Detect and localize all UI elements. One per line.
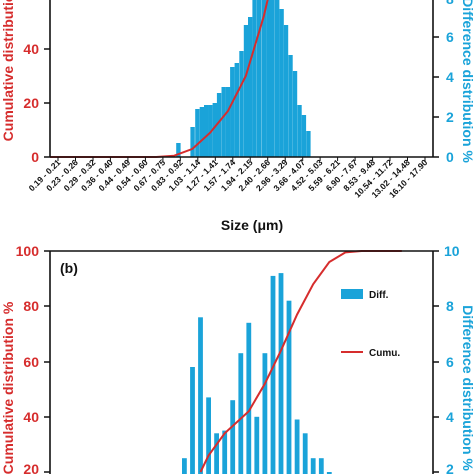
panel-b-bar <box>246 322 252 474</box>
panel-a-bar <box>270 0 275 157</box>
panel-a-bar <box>204 105 209 157</box>
panel-a-bar <box>288 55 293 157</box>
panel-a-bar <box>216 93 222 157</box>
panel-b-bar <box>310 458 316 474</box>
panel-b-bar <box>182 458 187 474</box>
panel-b-bar <box>318 458 324 474</box>
panel-a-bar <box>252 0 257 157</box>
panel-b-left-tick: 20 <box>23 461 39 474</box>
panel-b-bar <box>214 433 219 474</box>
panel-a-bar <box>199 107 205 157</box>
panel-a-bar <box>190 127 195 157</box>
panel-b-bar <box>206 397 211 474</box>
panel-a-bar <box>306 131 311 157</box>
panel-b-bar <box>270 275 276 474</box>
panel-a-bar <box>230 67 235 157</box>
legend-diff-label: Diff. <box>369 290 389 301</box>
panel-b-bar <box>254 416 260 474</box>
panel-a-bar <box>239 51 244 157</box>
panel-a-cumulative-line <box>50 0 269 158</box>
panel-a-bar <box>243 25 249 157</box>
panel-b-bar <box>286 300 292 474</box>
panel-b-bar <box>222 430 228 474</box>
panel-a-bar <box>283 25 289 157</box>
panel-a-bar <box>221 87 226 157</box>
panel-a-bar <box>212 103 217 157</box>
panel-b-cumulative-line <box>199 250 402 473</box>
panel-a-x-tick-labels: 0.19 - 0.210.23 - 0.260.29 - 0.320.36 - … <box>27 157 430 200</box>
panel-a-bar <box>225 87 231 157</box>
panel-b-bar <box>198 317 203 474</box>
panel-b-bar <box>302 433 308 474</box>
panel-b-right-tick: 4 <box>446 409 454 425</box>
panel-b-bar <box>326 472 332 474</box>
legend-diff-swatch <box>341 289 363 299</box>
panel-a-bar <box>292 71 298 157</box>
panel-b-bar <box>294 419 300 474</box>
panel-a-bar <box>266 0 271 157</box>
panel-a-bar <box>275 0 280 157</box>
panel-b-left-tick: 100 <box>16 243 40 259</box>
panel-b-bar <box>278 273 284 474</box>
panel-b-left-tick: 60 <box>23 354 39 370</box>
legend-cumu-label: Cumu. <box>369 348 400 359</box>
panel-a-left-tick: 20 <box>23 95 39 111</box>
panel-b-left-tick: 80 <box>23 298 39 314</box>
panel-a-right-tick: 0 <box>446 149 454 165</box>
panel-b-right-tick: 6 <box>446 354 454 370</box>
panel-a-bar <box>257 0 262 157</box>
panel-a-x-axis-title: Size (μm) <box>221 217 283 233</box>
panel-a-left-tick: 40 <box>23 41 39 57</box>
panel-a-bar <box>176 143 181 157</box>
panel-b-bar <box>190 367 195 474</box>
panel-a-bar <box>301 115 307 157</box>
panel-a-left-tick: 0 <box>31 149 39 165</box>
panel-b-left-axis-title: Cumulative distribution % <box>0 301 16 474</box>
panel-a-bar <box>261 0 267 157</box>
panel-a-bar <box>248 17 253 157</box>
panel-b: 100 80 60 40 20 10 8 6 4 2 Cumulative di… <box>0 243 474 474</box>
panel-b-right-tick: 2 <box>446 461 454 474</box>
panel-a-right-tick: 4 <box>446 69 454 85</box>
panel-a-left-axis-title: Cumulative distribution % <box>0 0 16 141</box>
panel-b-right-tick: 8 <box>446 298 454 314</box>
panel-b-bar <box>230 400 236 474</box>
panel-b-right-axis-title: Difference distribution % <box>460 305 474 471</box>
panel-b-bars <box>182 273 332 474</box>
panel-b-bar <box>262 353 268 474</box>
panel-a-bar <box>297 105 302 157</box>
panel-a-right-tick: 8 <box>446 0 454 7</box>
panel-a-bar <box>195 109 200 157</box>
panel-a-bar <box>234 63 239 157</box>
panel-a: 0 20 40 0 2 4 6 8 Cumulative distributio… <box>0 0 474 233</box>
panel-b-right-tick: 10 <box>444 243 460 259</box>
panel-b-left-tick: 40 <box>23 409 39 425</box>
panel-a-bars <box>176 0 311 157</box>
panel-b-bar <box>238 353 244 474</box>
panel-b-label: (b) <box>60 260 78 276</box>
panel-a-right-tick: 2 <box>446 109 454 125</box>
panel-a-bar <box>279 9 284 157</box>
panel-a-right-axis-title: Difference distribution % <box>460 0 474 163</box>
panel-a-right-tick: 6 <box>446 29 454 45</box>
